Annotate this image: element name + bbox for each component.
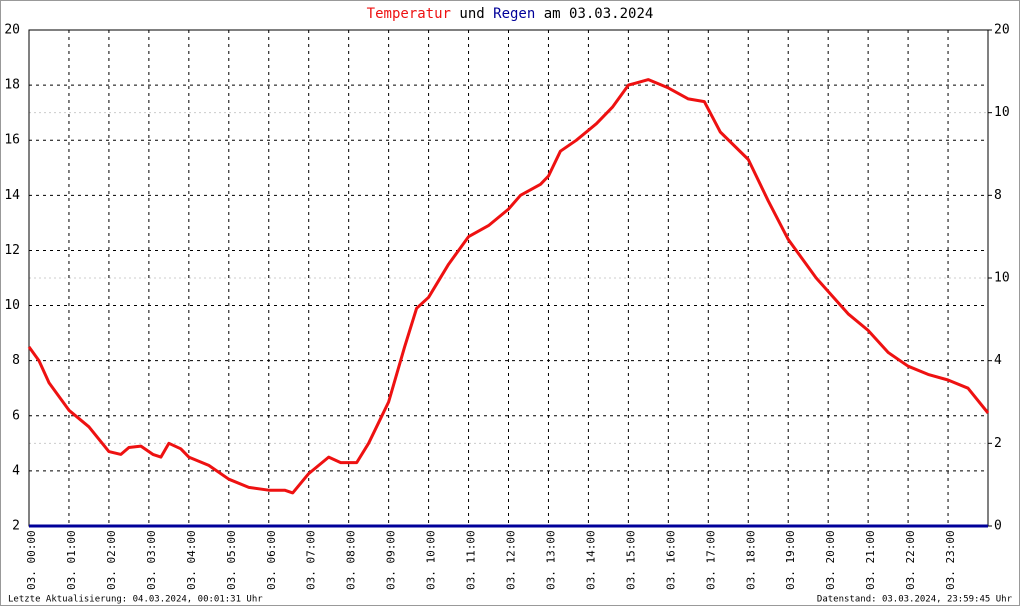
y-tick-label: 2 — [12, 519, 20, 534]
y2-tick-label: 10 — [994, 271, 1010, 286]
x-tick-label: 03. 02:00 — [105, 530, 118, 590]
x-tick-label: 03. 13:00 — [544, 530, 557, 590]
x-tick-label: 03. 22:00 — [904, 530, 917, 590]
y-tick-label: 18 — [4, 78, 20, 93]
x-tick-label: 03. 07:00 — [305, 530, 318, 590]
title-word: am 03.03.2024 — [544, 6, 654, 22]
footer-right: Datenstand: 03.03.2024, 23:59:45 Uhr — [817, 595, 1013, 605]
x-tick-label: 03. 05:00 — [225, 530, 238, 590]
y-tick-label: 4 — [12, 463, 20, 478]
x-tick-label: 03. 09:00 — [385, 530, 398, 590]
y2-tick-label: 4 — [994, 353, 1002, 368]
x-tick-label: 03. 19:00 — [784, 530, 797, 590]
y-tick-label: 14 — [4, 188, 20, 203]
y-tick-label: 20 — [4, 23, 20, 38]
y-tick-label: 6 — [12, 408, 20, 423]
x-tick-label: 03. 18:00 — [744, 530, 757, 590]
x-tick-label: 03. 08:00 — [345, 530, 358, 590]
chart-title: Temperatur und Regen am 03.03.2024 — [367, 6, 654, 22]
x-tick-label: 03. 15:00 — [624, 530, 637, 590]
x-tick-label: 03. 03:00 — [145, 530, 158, 590]
y2-tick-label: 0 — [994, 519, 1002, 534]
x-tick-label: 03. 06:00 — [265, 530, 278, 590]
x-tick-label: 03. 10:00 — [425, 530, 438, 590]
title-word: und — [459, 6, 484, 22]
x-tick-label: 03. 23:00 — [944, 530, 957, 590]
y-tick-label: 10 — [4, 298, 20, 313]
y2-tick-label: 10 — [994, 105, 1010, 120]
x-tick-label: 03. 20:00 — [824, 530, 837, 590]
x-tick-label: 03. 17:00 — [704, 530, 717, 590]
y-tick-label: 8 — [12, 353, 20, 368]
x-tick-label: 03. 14:00 — [584, 530, 597, 590]
y-tick-label: 16 — [4, 133, 20, 148]
title-series: Regen — [493, 6, 535, 22]
footer-left: Letzte Aktualisierung: 04.03.2024, 00:01… — [8, 595, 263, 605]
x-tick-label: 03. 11:00 — [465, 530, 478, 590]
y2-tick-label: 2 — [994, 436, 1002, 451]
y-tick-label: 12 — [4, 243, 20, 258]
series-line — [27, 78, 990, 495]
title-series: Temperatur — [367, 6, 451, 22]
x-tick-label: 03. 21:00 — [864, 530, 877, 590]
x-tick-label: 03. 04:00 — [185, 530, 198, 590]
y2-tick-label: 8 — [994, 188, 1002, 203]
x-tick-label: 03. 16:00 — [664, 530, 677, 590]
x-tick-label: 03. 01:00 — [65, 530, 78, 590]
x-tick-label: 03. 12:00 — [505, 530, 518, 590]
y2-tick-label: 20 — [994, 23, 1010, 38]
x-tick-label: 03. 00:00 — [25, 530, 38, 590]
